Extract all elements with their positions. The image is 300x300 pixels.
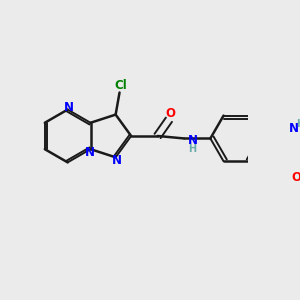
- Text: N: N: [188, 134, 198, 147]
- Text: N: N: [64, 101, 74, 114]
- Text: H: H: [188, 144, 196, 154]
- Text: N: N: [288, 122, 298, 135]
- Text: N: N: [85, 146, 95, 159]
- Text: N: N: [112, 154, 122, 167]
- Text: Cl: Cl: [114, 80, 127, 92]
- Text: O: O: [166, 107, 176, 121]
- Text: H: H: [296, 118, 300, 128]
- Text: O: O: [292, 171, 300, 184]
